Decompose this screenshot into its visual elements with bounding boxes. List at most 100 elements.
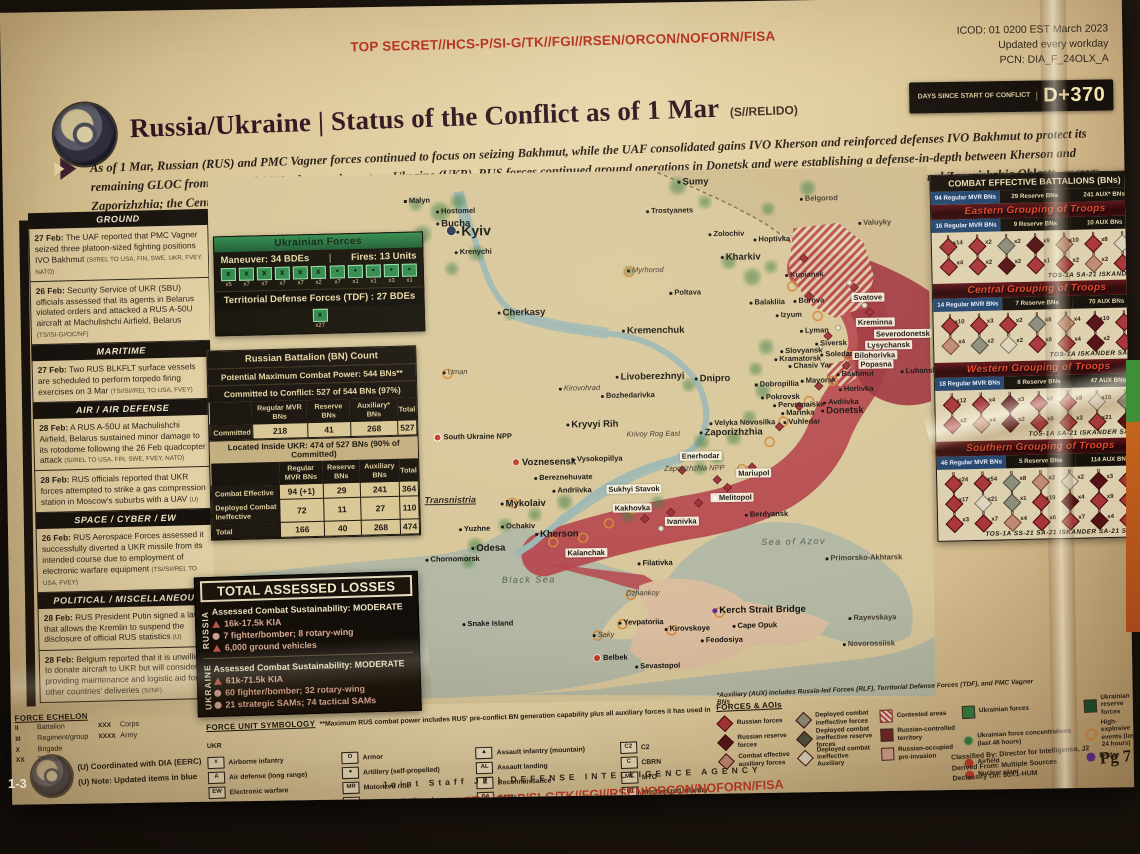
forces-aois-item: Russian-occupied pre-invasion	[881, 743, 957, 763]
map-city-label: Zolochiv	[708, 229, 744, 239]
sq-green-swatch-icon	[961, 704, 976, 719]
bn-unit-symbol: IIx3	[1084, 468, 1113, 490]
map-city-label: Primorsko-Akhtarsk	[825, 552, 902, 562]
bn-cell: 364	[399, 480, 419, 497]
green-blob-icon	[694, 434, 709, 449]
unit-symbol-icon: ≡	[342, 796, 361, 805]
blob-green-swatch-icon	[963, 735, 974, 746]
map-city-label: Dobropillia	[755, 379, 799, 389]
bn-unit-symbol: IIx4	[1085, 508, 1114, 530]
losses-body: Assessed Combat Sustainability: MODERATE…	[213, 656, 417, 712]
unit-symbol-icon: A	[207, 771, 226, 785]
map-city-label: Zaporizhzhia	[699, 426, 762, 438]
dia-seal-icon	[53, 103, 117, 167]
ce-group-stat-cell: 5 Reserve BNs	[1005, 453, 1076, 469]
unit-count: x54	[987, 476, 998, 483]
map-city-label: Novorossiisk	[843, 638, 895, 648]
sq-dgreen-swatch-icon	[1083, 698, 1098, 713]
bn-unit-symbol: IIx2	[992, 233, 1021, 255]
ukr-legend-label: High-explosive events (last 24 hours)	[1100, 718, 1135, 749]
bn-unit-symbol: IIx2	[1109, 310, 1134, 332]
forces-aois-item: Russian-controlled territory	[880, 724, 956, 744]
days-since-label: DAYS SINCE START OF CONFLICT	[917, 91, 1038, 103]
dot-bullet-icon	[212, 632, 220, 640]
entry-classification: (S//REL TO USA, FIN, SWE, FVEY, NATO)	[64, 454, 185, 465]
unit-count: x10	[1099, 315, 1110, 323]
map-city-label: Bereznehuvate	[534, 472, 592, 482]
unit-icon-column: • x7	[329, 265, 346, 286]
page-title: Russia/Ukraine | Status of the Conflict …	[129, 90, 798, 144]
map-city-label: Poltava	[669, 287, 701, 296]
loss-text: 16k-17.5k KIA	[224, 616, 282, 629]
unit-icon: x	[220, 267, 237, 282]
unit-count: x1	[352, 278, 359, 286]
divider: |	[328, 252, 332, 264]
forces-aois-item: Russian reserve forces	[717, 731, 790, 751]
diamond-icon	[1027, 314, 1047, 334]
forces-aois-label: Deployed combat ineffective forces	[815, 709, 869, 727]
map-city-label: Odesa	[471, 542, 505, 554]
he-event-icon	[625, 589, 637, 601]
bn-unit-symbol: IIx10	[935, 314, 965, 336]
header-meta: ICOD: 01 0200 EST March 2023 Updated eve…	[957, 21, 1109, 69]
sidebar-entry: 28 Feb: Belgium reported that it is unwi…	[38, 646, 220, 704]
forces-aois-item: Contested areas	[879, 705, 955, 725]
he-event-icon	[812, 310, 824, 322]
unit-symbol-icon: AL	[475, 761, 494, 775]
map-city-label: Dzhankoy	[625, 588, 660, 598]
unit-icon-column: x x7	[292, 266, 309, 287]
loss-text: 6,000 ground vehicles	[224, 639, 317, 653]
maneuver-unit-icons: x x5 x x7 x x7 x x7 x x7 x x2	[220, 265, 327, 289]
diamond-icon	[1031, 472, 1050, 492]
unit-symbol-icon: C2	[619, 741, 638, 755]
russian-bn-count-box: Russian Battalion (BN) Count Potential M…	[206, 345, 422, 541]
entry-date: 26 Feb:	[35, 285, 65, 296]
unit-count: x21	[1101, 414, 1112, 422]
unit-count: x2	[315, 279, 322, 286]
entry-date: 27 Feb:	[34, 232, 64, 244]
unit-count: x17	[958, 497, 969, 504]
map-city-label: Popasna	[858, 359, 894, 369]
bn-unit-symbol: IIx4	[936, 334, 965, 356]
bn-unit-symbol: IIx4	[934, 255, 963, 277]
map-city-label: Kharkiv	[721, 251, 761, 263]
bn-cell: 72	[279, 498, 324, 523]
unit-symbol-icon: EW	[208, 786, 226, 800]
diamond-icon	[1060, 492, 1080, 511]
combat-effective-battalions-panel: COMBAT EFFECTIVE BATTALIONS (BNs) 94 Reg…	[929, 170, 1135, 542]
unit-count: x7	[279, 280, 286, 287]
map-city-label: Kherson	[535, 528, 579, 540]
forces-aois-grid: Russian forces Russian reserve forces Comb…	[716, 705, 956, 770]
map-city-label: Luhansk	[901, 366, 937, 376]
diamond-icon	[1089, 471, 1108, 490]
forces-aois-label: Russian forces	[736, 717, 783, 727]
unit-count: x5	[225, 282, 232, 289]
unit-icon: •	[329, 265, 346, 279]
bn-cell: 268	[361, 519, 401, 536]
symbology-item: ↑Missile	[621, 797, 730, 805]
unit-icon-column: x x7	[274, 266, 291, 287]
bn-committed-table: Regular MVR BNs Reserve BNs Auxiliary* BNs…	[209, 397, 418, 441]
diamond-icon	[1115, 332, 1134, 352]
bn-unit-symbol: IIx2	[1055, 469, 1084, 491]
rus-unit-icon	[841, 360, 852, 371]
unit-count: x3	[1129, 236, 1135, 243]
green-blob-icon	[800, 181, 815, 196]
map-city-label: Sea of Azov	[761, 535, 827, 547]
unit-count: x7	[297, 280, 304, 287]
bn-unit-symbol: IIx8	[1079, 231, 1108, 254]
forces-aois-label: Contested areas	[896, 709, 947, 720]
bn-unit-symbol: IIx2	[1108, 251, 1134, 273]
unit-icon: x	[238, 267, 255, 281]
map-city-label: Severodonetsk	[873, 328, 932, 339]
dmd-r-swatch-icon	[716, 714, 734, 732]
bn-unit-symbol: IIx2	[963, 234, 992, 256]
bn-cell: 218	[252, 422, 308, 440]
ukraine-losses: UKRAINE Assessed Combat Sustainability: M…	[200, 656, 417, 712]
diamond-icon	[1113, 253, 1132, 273]
unit-icon: •	[365, 264, 382, 278]
entry-date: 26 Feb:	[41, 532, 71, 544]
symbology-item: SISIGINT	[478, 801, 609, 804]
ineffective-unit-icon	[861, 302, 868, 309]
hatch-swatch-icon	[879, 709, 893, 723]
